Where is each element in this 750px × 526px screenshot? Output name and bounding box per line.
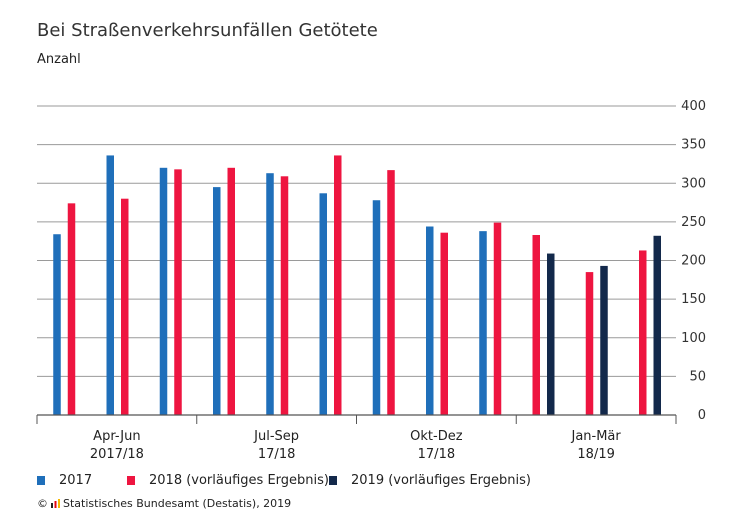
y-tick-label-250: 250 (681, 215, 706, 230)
chart-subtitle: Anzahl (37, 52, 81, 67)
legend-label-2018: 2018 (vorläufiges Ergebnis) (149, 473, 329, 488)
legend-swatch-2018 (127, 476, 135, 485)
y-tick-label-350: 350 (681, 138, 706, 153)
x-group-label-3-line1: Okt-Dez (410, 429, 463, 444)
bar-2018-g4-m1 (532, 235, 540, 415)
bar-2017-g2-m3 (319, 193, 327, 415)
x-group-label-2-line2: 17/18 (258, 447, 295, 462)
bar-2018-g2-m2 (280, 176, 289, 415)
y-tick-label-100: 100 (681, 331, 706, 346)
legend-item-2018: 2018 (vorläufiges Ergebnis) (127, 473, 329, 488)
bar-2018-g2-m1 (227, 167, 235, 415)
x-group-label-1-line2: 2017/18 (90, 447, 144, 462)
bar-2017-g2-m2 (266, 173, 274, 415)
chart-title: Bei Straßenverkehrsunfällen Getötete (37, 20, 378, 41)
x-group-label-4-line2: 18/19 (577, 447, 614, 462)
y-tick-label-150: 150 (681, 292, 706, 307)
legend-item-2017: 2017 (37, 473, 92, 488)
bar-2018-g3-m2 (440, 232, 448, 415)
bar-2018-g1-m3 (174, 169, 182, 415)
bar-2017-g3-m1 (372, 200, 381, 415)
destatis-logo-icon (51, 499, 60, 508)
x-group-label-1-line1: Apr-Jun (93, 429, 140, 444)
y-tick-label-300: 300 (681, 176, 706, 191)
y-tick-label-200: 200 (681, 254, 706, 269)
y-tick-label-50: 50 (689, 369, 706, 384)
legend-swatch-2019 (329, 476, 337, 485)
bar-2017-g1-m3 (159, 167, 168, 415)
x-group-label-4-line1: Jan-Mär (570, 429, 621, 444)
legend-label-2017: 2017 (59, 473, 93, 488)
y-tick-label-400: 400 (681, 99, 706, 114)
bar-2019-g4-m2 (600, 265, 608, 415)
bar-2018-g3-m1 (387, 170, 395, 415)
bar-2018-g3-m3 (493, 222, 502, 415)
bar-2018-g1-m1 (67, 203, 76, 415)
legend-label-2019: 2019 (vorläufiges Ergebnis) (351, 473, 531, 488)
bar-2017-g3-m2 (426, 226, 434, 415)
bar-2019-g4-m1 (547, 253, 555, 415)
bar-2017-g1-m1 (53, 234, 61, 415)
bar-chart: 0 50 100 150 200 250 300 350 400 Apr-Jun 2017/18 Ju… (36, 99, 706, 462)
copyright-symbol: © (37, 497, 48, 510)
bar-2018-g2-m3 (334, 155, 342, 415)
x-group-label-2-line1: Jul-Sep (253, 429, 299, 444)
source-text: Statistisches Bundesamt (Destatis), 2019 (63, 497, 292, 510)
bar-2018-g1-m2 (121, 198, 129, 415)
bar-2017-g2-m1 (213, 187, 221, 415)
legend-item-2019: 2019 (vorläufiges Ergebnis) (329, 473, 531, 488)
bar-2017-g1-m2 (106, 155, 114, 415)
source-note: © Statistisches Bundesamt (Destatis), 201… (37, 497, 291, 510)
bar-2018-g4-m3 (639, 250, 647, 415)
legend-swatch-2017 (37, 476, 45, 485)
x-group-label-3-line2: 17/18 (418, 447, 455, 462)
y-tick-label-0: 0 (698, 408, 706, 423)
bar-2019-g4-m3 (653, 235, 661, 415)
bar-2017-g3-m3 (479, 231, 487, 415)
bar-2018-g4-m2 (585, 272, 594, 415)
